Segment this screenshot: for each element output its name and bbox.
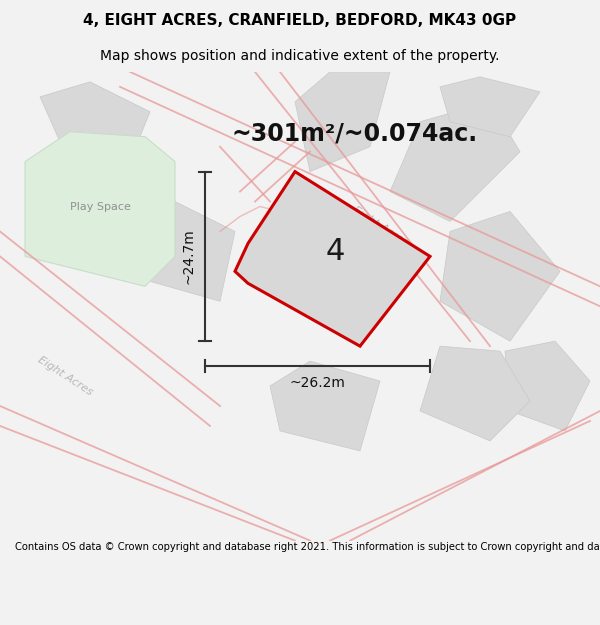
Polygon shape bbox=[135, 201, 235, 301]
Polygon shape bbox=[25, 132, 175, 286]
Text: Map shows position and indicative extent of the property.: Map shows position and indicative extent… bbox=[100, 49, 500, 63]
Text: Eight Acres: Eight Acres bbox=[36, 354, 94, 398]
Polygon shape bbox=[270, 361, 380, 451]
Polygon shape bbox=[420, 346, 530, 441]
Polygon shape bbox=[505, 341, 590, 431]
Text: ~26.2m: ~26.2m bbox=[290, 376, 346, 390]
Text: 4, EIGHT ACRES, CRANFIELD, BEDFORD, MK43 0GP: 4, EIGHT ACRES, CRANFIELD, BEDFORD, MK43… bbox=[83, 12, 517, 28]
Text: ~24.7m: ~24.7m bbox=[182, 229, 196, 284]
Polygon shape bbox=[40, 82, 150, 162]
Text: 4: 4 bbox=[325, 237, 344, 266]
Text: Contains OS data © Crown copyright and database right 2021. This information is : Contains OS data © Crown copyright and d… bbox=[15, 542, 600, 552]
Polygon shape bbox=[295, 72, 390, 172]
Text: ~301m²/~0.074ac.: ~301m²/~0.074ac. bbox=[232, 122, 478, 146]
Text: Play Space: Play Space bbox=[70, 201, 130, 211]
Text: Eight Acres: Eight Acres bbox=[351, 205, 409, 248]
Polygon shape bbox=[390, 102, 520, 221]
Polygon shape bbox=[235, 172, 430, 346]
Polygon shape bbox=[440, 77, 540, 137]
Polygon shape bbox=[440, 211, 560, 341]
